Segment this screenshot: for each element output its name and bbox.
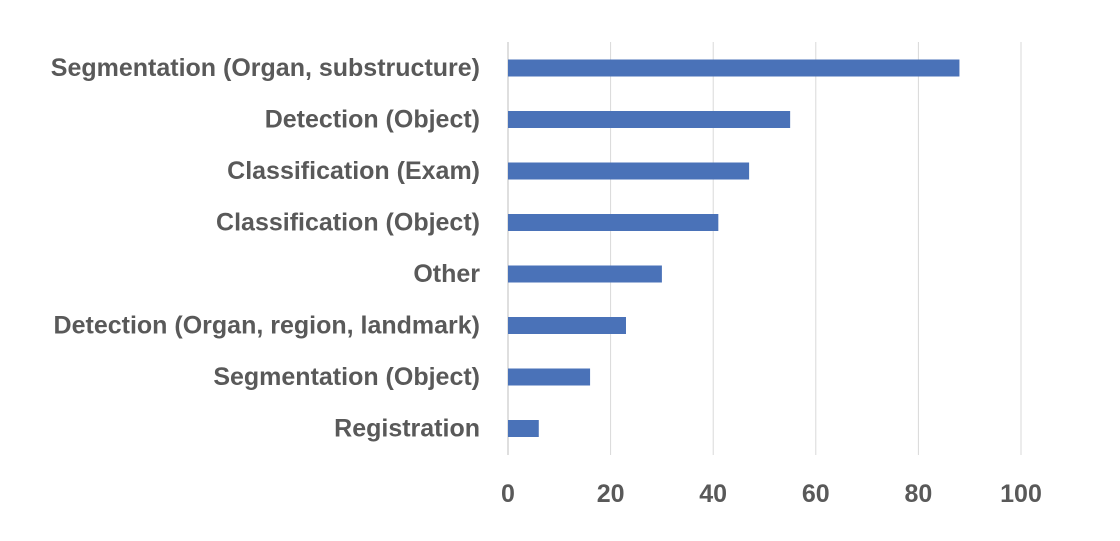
category-label: Segmentation (Organ, substructure) [51, 54, 480, 82]
gridlines [507, 42, 1022, 455]
x-tick-label: 20 [597, 480, 625, 508]
bar [508, 368, 591, 386]
category-label: Registration [334, 415, 480, 443]
category-label: Other [413, 260, 480, 288]
x-tick-label: 80 [904, 480, 932, 508]
category-labels: Segmentation (Organ, substructure) Detect… [51, 54, 480, 443]
x-tick-label: 0 [501, 480, 515, 508]
x-tick-label: 100 [1000, 480, 1042, 508]
bar [508, 162, 750, 180]
category-label: Segmentation (Object) [213, 363, 480, 391]
x-tick-labels: 0 20 40 60 80 100 [501, 480, 1042, 508]
category-label: Detection (Object) [265, 106, 480, 134]
category-label: Classification (Exam) [227, 157, 480, 185]
bar [508, 317, 626, 334]
bar [508, 420, 539, 437]
category-label: Detection (Organ, region, landmark) [54, 312, 480, 340]
bars [508, 59, 960, 437]
bar [508, 214, 719, 231]
category-label: Classification (Object) [216, 209, 480, 237]
x-tick-label: 60 [802, 480, 830, 508]
bar [508, 111, 791, 128]
bar [508, 59, 960, 77]
x-tick-label: 40 [699, 480, 727, 508]
bar [508, 265, 662, 283]
